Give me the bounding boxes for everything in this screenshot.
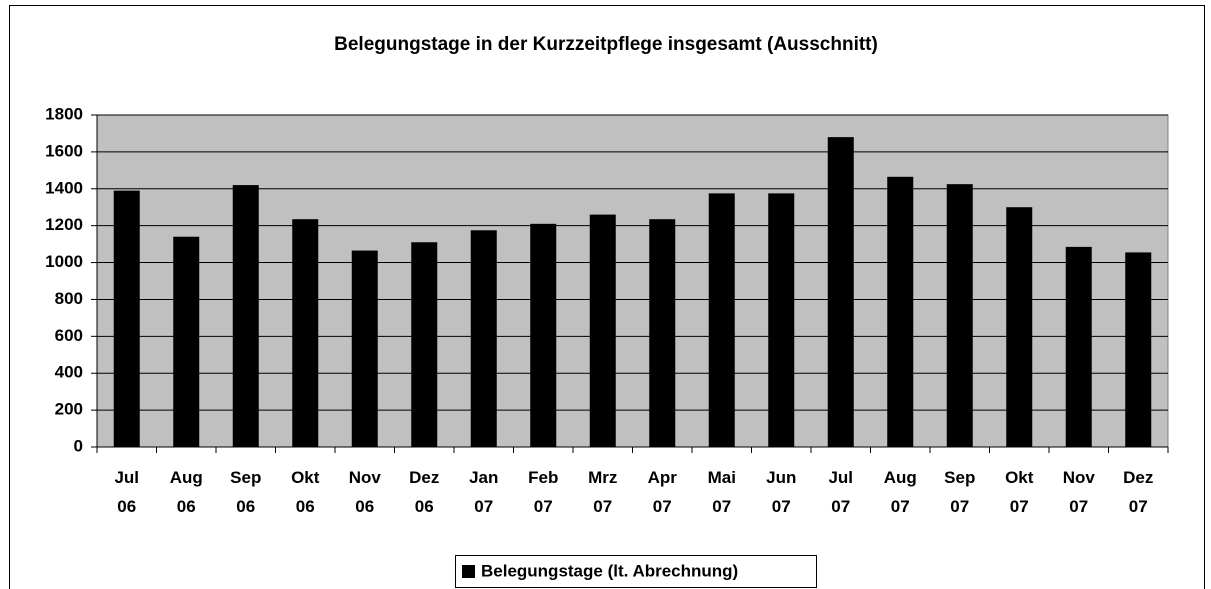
x-tick-label: Nov 07 (1063, 468, 1096, 516)
x-tick-label: Mai 07 (708, 468, 736, 516)
bar (827, 137, 854, 447)
x-tick-label: Dez 07 (1123, 468, 1153, 516)
x-tick-label: Aug 07 (884, 468, 917, 516)
plot-area (96, 114, 1169, 448)
x-tick-label: Mrz 07 (588, 468, 617, 516)
x-tick-label: Jan 07 (469, 468, 498, 516)
bar (173, 236, 200, 447)
legend-swatch (462, 565, 475, 578)
y-tick-label: 800 (55, 289, 83, 308)
bar (530, 223, 557, 447)
x-tick-label: Jun 07 (766, 468, 796, 516)
y-tick-label: 600 (55, 326, 83, 345)
x-tick-label: Feb 07 (528, 468, 558, 516)
x-tick-label: Jul 07 (828, 468, 853, 516)
bar (351, 250, 378, 447)
legend-label: Belegungstage (lt. Abrechnung) (481, 561, 738, 580)
y-tick-label: 0 (74, 436, 83, 455)
y-tick-label: 200 (55, 400, 83, 419)
x-tick-label: Okt 06 (291, 468, 320, 516)
bar (1006, 207, 1033, 447)
legend-box (455, 555, 817, 588)
x-tick-label: Sep 06 (230, 468, 261, 516)
bar (470, 230, 497, 447)
bar (887, 176, 914, 448)
x-tick-label: Dez 06 (409, 468, 439, 516)
x-tick-label: Sep 07 (944, 468, 975, 516)
y-tick-label: 1600 (45, 141, 83, 160)
y-tick-label: 1800 (45, 104, 83, 123)
bar (1125, 252, 1152, 447)
bar (708, 193, 735, 447)
bar (292, 219, 319, 447)
x-tick-label: Nov 06 (349, 468, 382, 516)
bar (232, 185, 259, 448)
bar (1065, 246, 1092, 447)
y-tick-label: 400 (55, 363, 83, 382)
bar (411, 242, 438, 447)
y-tick-label: 1200 (45, 215, 83, 234)
y-tick-label: 1400 (45, 178, 83, 197)
x-tick-label: Apr 07 (648, 468, 678, 516)
bar (589, 214, 616, 447)
bar (113, 190, 140, 447)
x-tick-label: Okt 07 (1005, 468, 1034, 516)
bar (649, 219, 676, 447)
chart-title: Belegungstage in der Kurzzeitpflege insg… (334, 34, 878, 55)
y-tick-label: 1000 (45, 252, 83, 271)
bar (946, 184, 973, 447)
x-tick-label: Jul 06 (114, 468, 139, 516)
bar (768, 193, 795, 447)
x-tick-label: Aug 06 (170, 468, 203, 516)
